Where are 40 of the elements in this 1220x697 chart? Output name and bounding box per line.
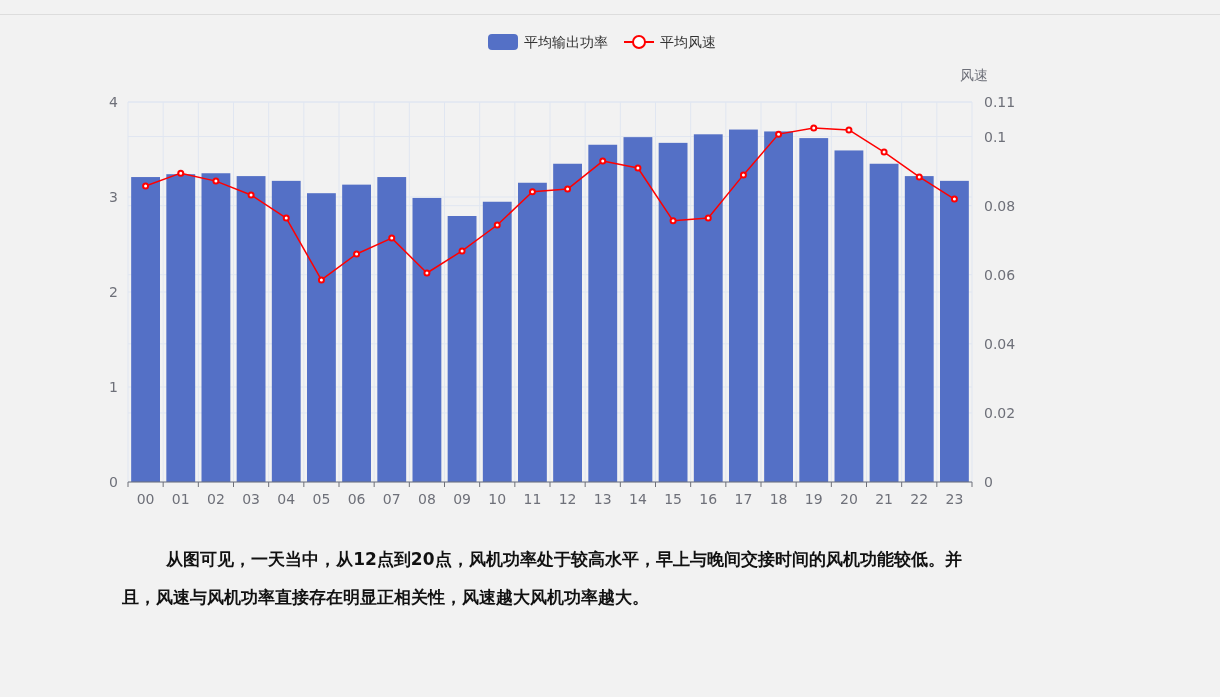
x-tick-label: 11 bbox=[523, 491, 542, 507]
x-tick-label: 05 bbox=[312, 491, 331, 507]
x-tick-label: 03 bbox=[242, 491, 260, 507]
x-tick-label: 02 bbox=[207, 491, 225, 507]
y2-tick-label: 0.04 bbox=[984, 335, 1016, 352]
legend-label: 平均输出功率 bbox=[524, 34, 608, 50]
y2-tick-label: 0.11 bbox=[984, 94, 1016, 110]
y-tick-label: 3 bbox=[109, 189, 118, 205]
y2-axis-title: 风速 bbox=[960, 67, 988, 83]
x-tick-label: 22 bbox=[910, 491, 929, 507]
x-tick-label: 18 bbox=[769, 491, 788, 507]
x-tick-label: 01 bbox=[171, 491, 190, 507]
x-tick-label: 15 bbox=[664, 491, 682, 507]
x-tick-label: 20 bbox=[840, 491, 858, 507]
y2-tick-label: 0.1 bbox=[984, 128, 1007, 145]
x-tick-label: 21 bbox=[875, 491, 893, 507]
x-tick-label: 13 bbox=[593, 491, 612, 507]
y-tick-label: 4 bbox=[109, 94, 119, 110]
x-tick-label: 16 bbox=[699, 491, 718, 507]
x-tick-label: 10 bbox=[488, 491, 507, 507]
y2-tick-label: 0 bbox=[984, 474, 993, 490]
x-tick-label: 00 bbox=[136, 491, 155, 507]
x-tick-label: 09 bbox=[453, 491, 471, 507]
x-tick-label: 23 bbox=[945, 491, 964, 507]
x-tick-label: 04 bbox=[277, 491, 296, 507]
x-tick-label: 14 bbox=[629, 491, 647, 507]
x-tick-label: 12 bbox=[558, 491, 577, 507]
y-tick-label: 1 bbox=[109, 379, 118, 395]
y2-tick-label: 0.06 bbox=[984, 266, 1016, 283]
text: 从图可见，一天当中，从12点到20点，风机功率处于较高水平，早上与晚间交接时间的风机功能较低。并且，风速与风机功率直接存在明显正相关性，风速越大风机功率越大。 bbox=[122, 548, 963, 609]
x-tick-label: 17 bbox=[734, 491, 753, 507]
x-tick-label: 19 bbox=[804, 491, 823, 507]
legend-label: 平均风速 bbox=[660, 34, 716, 50]
y-tick-label: 2 bbox=[109, 284, 118, 300]
x-tick-label: 08 bbox=[418, 491, 436, 507]
x-tick-label: 07 bbox=[382, 491, 401, 507]
x-tick-label: 06 bbox=[347, 491, 366, 507]
y2-tick-label: 0.02 bbox=[984, 404, 1016, 421]
y-tick-label: 0 bbox=[109, 474, 118, 490]
y2-tick-label: 0.08 bbox=[984, 197, 1016, 214]
